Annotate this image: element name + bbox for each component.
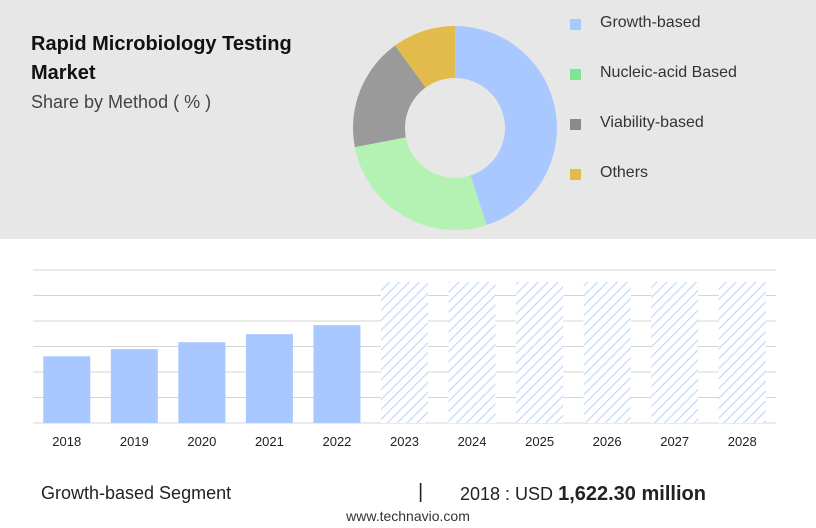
bar-forecast-2028 bbox=[718, 282, 766, 423]
legend-label: Growth-based bbox=[600, 14, 701, 31]
bar-forecast-2027 bbox=[651, 282, 699, 423]
tick-label-2028: 2028 bbox=[728, 434, 757, 449]
tick-label-2026: 2026 bbox=[593, 434, 622, 449]
donut-slice-viability-based bbox=[353, 45, 426, 148]
legend-label: Viability-based bbox=[600, 114, 704, 131]
segment-stat: 2018 : USD 1,622.30 million bbox=[460, 483, 706, 506]
footer: Growth-based Segment | 2018 : USD 1,622.… bbox=[0, 478, 816, 508]
chart-subtitle: Share by Method ( % ) bbox=[31, 92, 212, 112]
donut-slice-nucleic-acid-based bbox=[354, 137, 487, 231]
source-link[interactable]: www.technavio.com bbox=[346, 508, 470, 524]
chart-title: Rapid Microbiology Testing Market bbox=[31, 33, 292, 84]
donut-chart bbox=[353, 26, 558, 231]
bar-chart: 2018 2019 2020 2021 2022 2023 2024 2025 2026 2027… bbox=[33, 269, 776, 449]
bar-forecast-2023 bbox=[381, 282, 428, 423]
bar-2019 bbox=[110, 349, 158, 423]
legend-swatch bbox=[570, 119, 581, 130]
donut-slice-growth-based bbox=[455, 26, 558, 226]
bar-forecast-2025 bbox=[516, 282, 564, 423]
bar-2022 bbox=[313, 325, 361, 423]
bar-forecast-2026 bbox=[583, 282, 631, 423]
separator: | bbox=[418, 481, 424, 503]
bar-forecast-2024 bbox=[448, 282, 496, 423]
legend-swatch bbox=[570, 19, 581, 30]
stat-label: 2018 : USD bbox=[460, 484, 554, 504]
bar-2020 bbox=[178, 342, 226, 423]
tick-label-2027: 2027 bbox=[660, 434, 689, 449]
tick-label-2025: 2025 bbox=[525, 434, 554, 449]
segment-name: Growth-based Segment bbox=[41, 483, 232, 503]
tick-label-2023: 2023 bbox=[390, 434, 419, 449]
bar-2018 bbox=[43, 356, 91, 423]
tick-label-2019: 2019 bbox=[120, 434, 149, 449]
tick-label-2024: 2024 bbox=[458, 434, 487, 449]
tick-label-2021: 2021 bbox=[255, 434, 284, 449]
tick-label-2022: 2022 bbox=[322, 434, 351, 449]
legend-swatch bbox=[570, 169, 581, 180]
donut-slice-others bbox=[395, 26, 455, 88]
bar-2021 bbox=[245, 334, 293, 423]
stat-value: 1,622.30 million bbox=[558, 483, 706, 505]
tick-label-2018: 2018 bbox=[52, 434, 81, 449]
legend-label: Nucleic-acid Based bbox=[600, 64, 737, 81]
tick-label-2020: 2020 bbox=[187, 434, 216, 449]
legend-swatch bbox=[570, 69, 581, 80]
legend-label: Others bbox=[600, 164, 649, 181]
